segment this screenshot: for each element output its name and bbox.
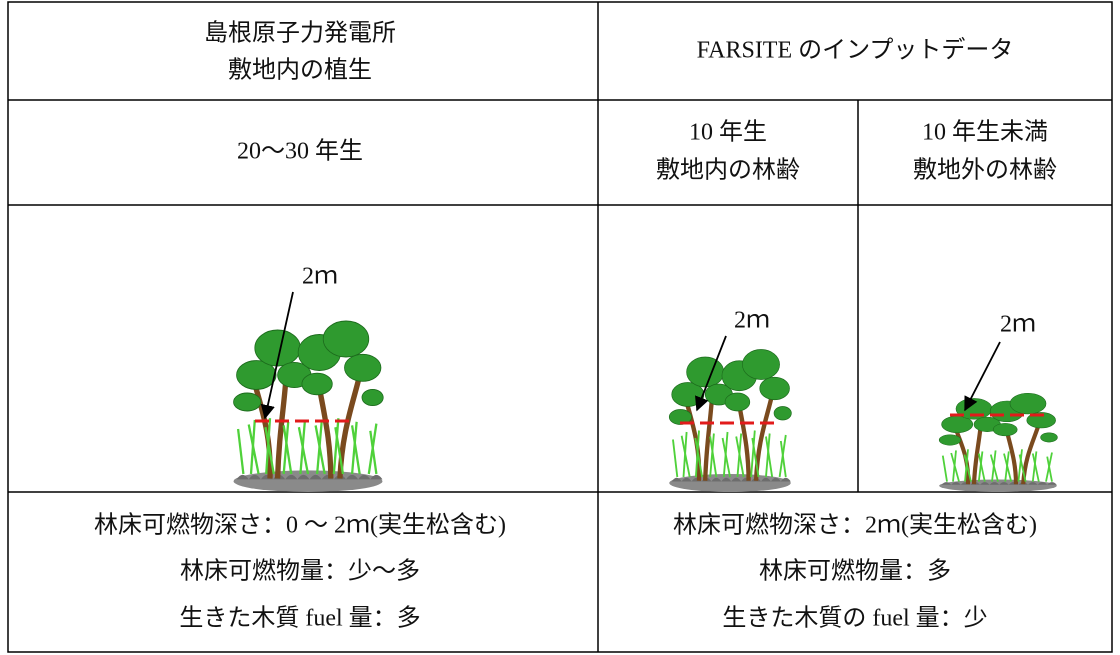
header-text: FARSITE のインプットデータ xyxy=(697,37,1014,64)
description-text: 生きた木質 fuel 量：多 xyxy=(179,605,420,632)
age-text: 敷地内の林齢 xyxy=(656,157,800,184)
description-text: 林床可燃物量：多 xyxy=(759,558,951,585)
age-text: 20～30 年生 xyxy=(237,138,363,165)
description-text: 林床可燃物量：少～多 xyxy=(180,558,420,585)
height-label: 2ｍ xyxy=(302,264,338,290)
age-text: 10 年生 xyxy=(689,119,767,146)
grid-rules xyxy=(7,1,1113,653)
description-text: 生きた木質の fuel 量：少 xyxy=(722,605,987,632)
header-text: 敷地内の植生 xyxy=(228,57,372,84)
illustration xyxy=(234,291,1058,492)
height-label: 2ｍ xyxy=(734,308,770,334)
description-text: 林床可燃物深さ：0 ～ 2ｍ(実生松含む) xyxy=(94,512,506,539)
age-text: 敷地外の林齢 xyxy=(913,157,1057,184)
header-text: 島根原子力発電所 xyxy=(204,20,396,47)
age-text: 10 年生未満 xyxy=(922,119,1048,146)
description-text: 林床可燃物深さ：2ｍ(実生松含む) xyxy=(673,512,1037,539)
height-label: 2ｍ xyxy=(1000,312,1036,338)
